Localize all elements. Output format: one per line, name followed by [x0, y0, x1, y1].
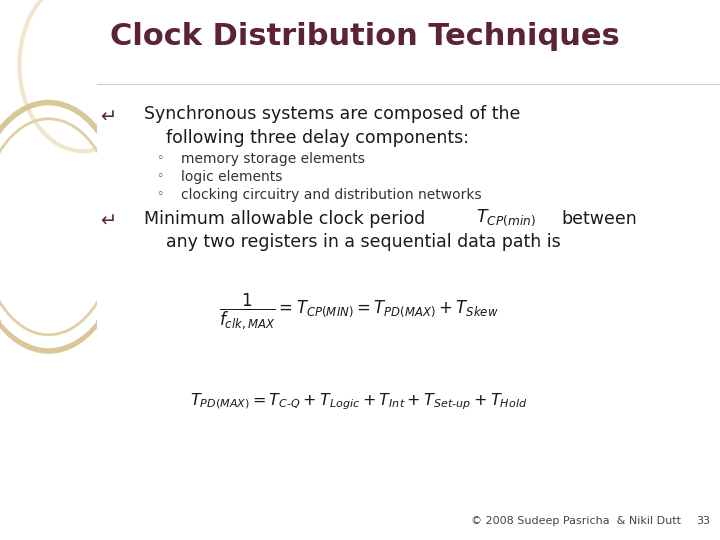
- Text: 33: 33: [697, 516, 711, 526]
- Text: Synchronous systems are composed of the: Synchronous systems are composed of the: [144, 105, 521, 123]
- Text: ◦: ◦: [156, 170, 163, 183]
- Text: following three delay components:: following three delay components:: [166, 129, 469, 146]
- Text: logic elements: logic elements: [181, 170, 283, 184]
- Text: memory storage elements: memory storage elements: [181, 152, 365, 166]
- Text: Clock Distribution Techniques: Clock Distribution Techniques: [109, 22, 619, 51]
- Text: between: between: [561, 210, 637, 227]
- Text: ↵: ↵: [100, 108, 117, 127]
- Text: ◦: ◦: [156, 188, 163, 201]
- Text: ↵: ↵: [100, 212, 117, 231]
- Text: clocking circuitry and distribution networks: clocking circuitry and distribution netw…: [181, 188, 482, 202]
- Text: ◦: ◦: [156, 152, 163, 165]
- Text: © 2008 Sudeep Pasricha  & Nikil Dutt: © 2008 Sudeep Pasricha & Nikil Dutt: [471, 516, 681, 526]
- Text: $\dfrac{1}{f_{clk,MAX}} = T_{CP(MIN)} = T_{PD(MAX)} + T_{Skew}$: $\dfrac{1}{f_{clk,MAX}} = T_{CP(MIN)} = …: [219, 292, 499, 332]
- Text: any two registers in a sequential data path is: any two registers in a sequential data p…: [166, 233, 560, 251]
- Text: Minimum allowable clock period: Minimum allowable clock period: [144, 210, 431, 227]
- Text: $T_{CP(min)}$: $T_{CP(min)}$: [476, 208, 536, 228]
- Text: $T_{PD(MAX)} = T_{C\text{-}Q} + T_{Logic} + T_{Int} + T_{Set\text{-}up} + T_{Hol: $T_{PD(MAX)} = T_{C\text{-}Q} + T_{Logic…: [190, 392, 528, 412]
